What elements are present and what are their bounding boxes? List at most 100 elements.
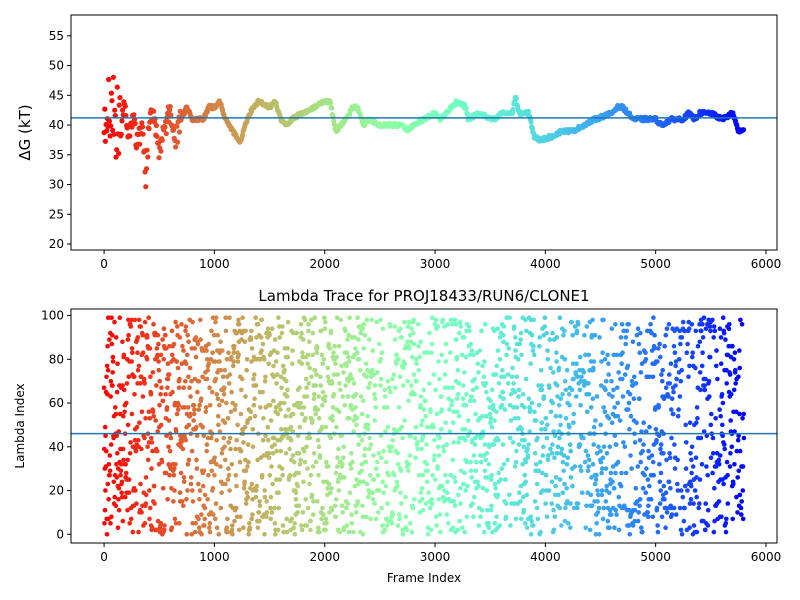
lambda-point bbox=[563, 387, 569, 393]
lambda-point bbox=[187, 385, 192, 391]
lambda-point bbox=[711, 529, 717, 535]
lambda-point bbox=[675, 413, 681, 419]
lambda-point bbox=[454, 354, 460, 360]
lambda-point bbox=[298, 457, 304, 463]
lambda-point bbox=[514, 448, 519, 454]
lambda-point bbox=[252, 413, 258, 419]
lambda-point bbox=[142, 319, 148, 325]
lambda-point bbox=[716, 462, 722, 467]
lambda-point bbox=[574, 328, 580, 334]
lambda-point bbox=[543, 472, 549, 478]
lambda-point bbox=[128, 516, 134, 522]
lambda-point bbox=[637, 497, 643, 502]
lambda-point bbox=[121, 457, 126, 463]
lambda-point bbox=[125, 507, 130, 513]
lambda-point bbox=[290, 361, 295, 367]
delta-g-x-ticks: 0 1000 2000 3000 4000 5000 6000 bbox=[100, 250, 781, 271]
lambda-point bbox=[429, 350, 434, 356]
lambda-point bbox=[125, 422, 131, 428]
lambda-point bbox=[486, 525, 492, 530]
lambda-point bbox=[372, 501, 377, 506]
lambda-point bbox=[656, 433, 662, 439]
lambda-point bbox=[540, 453, 546, 458]
lambda-point bbox=[400, 532, 406, 537]
lambda-point bbox=[532, 409, 537, 415]
lambda-point bbox=[132, 437, 138, 443]
lambda-point bbox=[445, 479, 450, 485]
lambda-point bbox=[293, 497, 299, 502]
lambda-point bbox=[560, 459, 566, 465]
lambda-point bbox=[687, 525, 692, 530]
x-tick-label: 2000 bbox=[309, 550, 340, 564]
lambda-point bbox=[418, 394, 424, 399]
lambda-point bbox=[438, 427, 444, 432]
lambda-point bbox=[532, 352, 537, 358]
lambda-point bbox=[507, 402, 513, 408]
lambda-point bbox=[435, 466, 441, 471]
lambda-point bbox=[655, 529, 661, 535]
lambda-point bbox=[428, 527, 434, 533]
lambda-point bbox=[315, 499, 320, 504]
lambda-point bbox=[203, 405, 209, 410]
lambda-point bbox=[265, 326, 271, 332]
lambda-point bbox=[291, 459, 297, 465]
lambda-point bbox=[699, 363, 705, 369]
lambda-point bbox=[374, 319, 380, 325]
lambda-point bbox=[148, 374, 153, 380]
lambda-point bbox=[212, 359, 218, 364]
lambda-point bbox=[471, 514, 476, 520]
lambda-point bbox=[592, 481, 598, 487]
lambda-point bbox=[571, 376, 576, 382]
lambda-point bbox=[316, 472, 321, 478]
lambda-point bbox=[457, 330, 462, 336]
lambda-point bbox=[370, 367, 375, 373]
lambda-point bbox=[434, 411, 440, 417]
lambda-point bbox=[395, 451, 401, 456]
lambda-point bbox=[173, 429, 179, 434]
lambda-point bbox=[380, 326, 386, 332]
lambda-point bbox=[193, 335, 199, 340]
lambda-point bbox=[628, 413, 634, 419]
lambda-point bbox=[578, 378, 584, 384]
lambda-point bbox=[337, 381, 342, 386]
lambda-point bbox=[279, 466, 285, 471]
lambda-point bbox=[273, 532, 278, 537]
lambda-point bbox=[258, 335, 264, 340]
lambda-point bbox=[639, 429, 644, 434]
lambda-point bbox=[468, 459, 473, 465]
lambda-point bbox=[740, 488, 746, 493]
lambda-point bbox=[357, 479, 363, 485]
lambda-point bbox=[624, 328, 630, 334]
lambda-point bbox=[697, 370, 703, 375]
lambda-point bbox=[555, 444, 561, 450]
lambda-point bbox=[612, 405, 617, 410]
lambda-point bbox=[129, 317, 134, 323]
lambda-point bbox=[669, 407, 674, 412]
lambda-point bbox=[678, 527, 684, 533]
lambda-point bbox=[490, 529, 495, 535]
delta-g-point bbox=[154, 133, 160, 139]
lambda-point bbox=[627, 427, 632, 432]
lambda-point bbox=[693, 328, 699, 334]
lambda-point bbox=[367, 446, 372, 452]
lambda-point bbox=[659, 514, 665, 520]
lambda-point bbox=[367, 435, 373, 441]
lambda-point bbox=[126, 490, 132, 496]
lambda-point bbox=[197, 402, 202, 408]
lambda-point bbox=[347, 315, 352, 321]
y-tick-label: 40 bbox=[49, 440, 64, 454]
lambda-point bbox=[163, 470, 169, 476]
lambda-point bbox=[102, 521, 107, 526]
lambda-point bbox=[151, 483, 157, 489]
lambda-point bbox=[253, 315, 258, 321]
lambda-point bbox=[609, 326, 615, 332]
lambda-point bbox=[344, 523, 350, 528]
lambda-point bbox=[214, 525, 220, 530]
lambda-point bbox=[583, 448, 589, 454]
lambda-point bbox=[677, 394, 683, 399]
lambda-point bbox=[174, 359, 179, 364]
lambda-point bbox=[480, 363, 485, 369]
lambda-point bbox=[133, 488, 138, 493]
lambda-point bbox=[508, 523, 513, 528]
lambda-point bbox=[382, 394, 388, 399]
